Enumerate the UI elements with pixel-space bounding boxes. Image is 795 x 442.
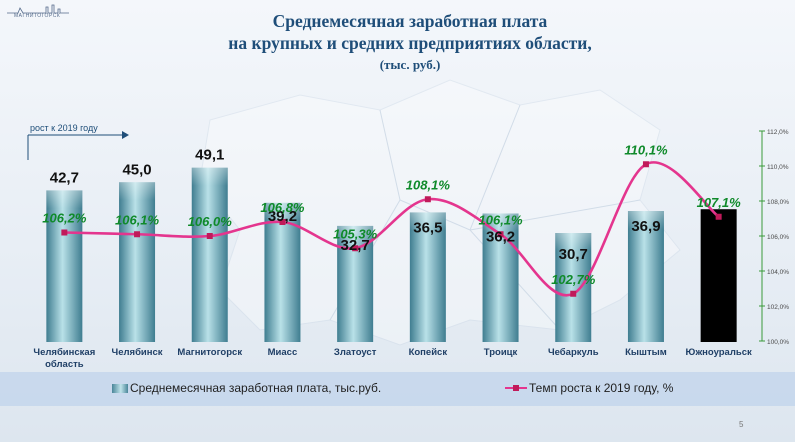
growth-marker-1	[134, 231, 141, 238]
growth-marker-9	[715, 213, 722, 220]
bar-value-label-1: 45,0	[122, 161, 151, 178]
growth-marker-7	[570, 290, 577, 297]
category-label-1: Челябинск	[112, 347, 163, 358]
chart-units: (тыс. руб.)	[379, 57, 441, 72]
chart-title-line-1: Среднемесячная заработная плата	[272, 11, 548, 31]
legend-line-swatch	[505, 382, 527, 394]
category-label-4: Златоуст	[334, 347, 377, 358]
growth-axis-arrow-icon	[122, 131, 129, 139]
bar-shine-3	[264, 202, 301, 221]
growth-value-label-3: 106,8%	[260, 200, 305, 215]
legend-bar-swatch	[112, 383, 128, 393]
bar-value-label-6: 36,2	[486, 228, 515, 245]
growth-value-label-2: 106,0%	[188, 214, 233, 229]
category-label-0: Челябинская	[33, 347, 95, 358]
legend-bars-label: Среднемесячная заработная плата, тыс.руб…	[130, 381, 382, 395]
bar-shine-5	[409, 212, 446, 231]
growth-value-label-5: 108,1%	[406, 177, 451, 192]
growth-value-label-7: 102,7%	[551, 272, 596, 287]
growth-marker-2	[206, 233, 213, 239]
bar-value-label-8: 36,9	[631, 218, 660, 235]
category-label-3: Миасс	[268, 347, 298, 358]
bar-shine-1	[119, 182, 156, 201]
city-logo-text: МАГНИТОГОРСК	[14, 13, 61, 19]
bar-8	[627, 211, 664, 342]
category-label-9: Южноуральск	[686, 347, 752, 358]
growth-value-label-1: 106,1%	[115, 212, 160, 227]
y2-tick-label-3: 106,0%	[767, 234, 789, 241]
bar-value-label-4: 32,7	[341, 237, 370, 254]
bar-value-label-0: 42,7	[50, 169, 79, 186]
category-label-5: Копейск	[409, 347, 448, 358]
y2-tick-label-4: 108,0%	[767, 199, 789, 206]
category-label-2: Магнитогорск	[177, 347, 242, 358]
salary-chart: 100,0% 102,0% 104,0% 106,0% 108,0% 110,0% 112,…	[27, 129, 789, 370]
y2-tick-label-2: 104,0%	[767, 269, 789, 276]
bar-shine-7	[555, 233, 592, 252]
growth-marker-8	[642, 161, 649, 168]
bar-shine-8	[627, 211, 664, 230]
category-label-0: область	[45, 359, 84, 370]
bar-shine-2	[191, 167, 228, 186]
bar-value-label-5: 36,5	[413, 219, 442, 236]
bar-2	[191, 167, 228, 342]
bar-7	[555, 233, 592, 342]
growth-value-label-4: 105,3%	[333, 226, 378, 241]
y2-tick-label-5: 110,0%	[767, 164, 789, 171]
y2-tick-label-6: 112,0%	[767, 129, 789, 136]
bar-0	[46, 190, 83, 342]
growth-marker-0	[61, 229, 68, 236]
bar-value-label-2: 49,1	[195, 147, 224, 164]
growth-axis-label: рост к 2019 году	[30, 123, 98, 133]
category-label-7: Чебаркуль	[548, 347, 599, 358]
y2-tick-label-1: 102,0%	[767, 304, 789, 311]
growth-value-label-9: 107,1%	[697, 195, 742, 210]
chart-title-line-2: на крупных и средних предприятиях област…	[228, 33, 592, 53]
category-label-8: Кыштым	[625, 347, 667, 358]
chart-legend: Среднемесячная заработная плата, тыс.руб…	[0, 372, 795, 406]
page-number: 5	[739, 420, 744, 429]
growth-marker-6	[497, 231, 504, 238]
bar-1	[119, 182, 156, 342]
growth-value-label-8: 110,1%	[624, 142, 668, 157]
bar-shine-4	[337, 225, 374, 244]
city-skyline-logo-icon	[7, 4, 69, 14]
bar-value-label-3: 39,2	[268, 208, 297, 225]
y2-tick-label-0: 100,0%	[767, 339, 789, 346]
bar-shine-0	[46, 190, 83, 209]
bar-9	[700, 209, 737, 342]
legend-item-line: Темп роста к 2019 году, %	[505, 381, 673, 395]
category-label-6: Троицк	[484, 347, 518, 358]
chart-title: Среднемесячная заработная плата на крупн…	[160, 10, 660, 74]
bar-5	[409, 212, 446, 342]
legend-item-bars: Среднемесячная заработная плата, тыс.руб…	[112, 381, 381, 395]
growth-value-label-6: 106,1%	[479, 212, 524, 227]
city-logo: МАГНИТОГОРСК	[6, 2, 70, 20]
growth-value-label-0: 106,2%	[42, 211, 87, 226]
legend-line-label: Темп роста к 2019 году, %	[529, 381, 674, 395]
growth-marker-3	[279, 219, 286, 225]
growth-marker-5	[424, 196, 431, 203]
bar-value-label-7: 30,7	[559, 246, 588, 263]
growth-line	[64, 161, 720, 297]
growth-marker-4	[352, 245, 359, 252]
